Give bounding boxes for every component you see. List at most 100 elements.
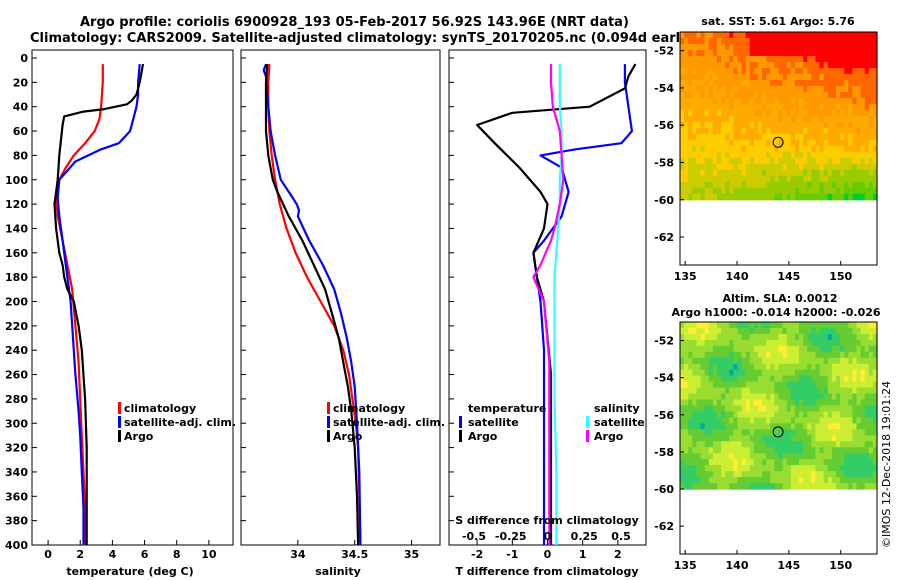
heatmap-cell <box>766 339 771 347</box>
heatmap-cell <box>680 32 685 39</box>
heatmap-cell <box>680 79 685 87</box>
heatmap-cell <box>762 441 767 448</box>
heatmap-cell <box>823 393 829 401</box>
heatmap-cell <box>840 163 845 171</box>
map-x-tick-label: 140 <box>726 270 749 283</box>
heatmap-cell <box>762 73 767 81</box>
heatmap-cell <box>745 471 751 478</box>
heatmap-cell <box>827 139 833 147</box>
heatmap-cell <box>827 91 833 99</box>
heatmap-cell <box>807 357 812 365</box>
heatmap-cell <box>762 151 767 159</box>
heatmap-cell <box>696 163 702 171</box>
heatmap-cell <box>868 333 874 341</box>
heatmap-cell <box>729 322 734 329</box>
heatmap-cell <box>807 67 812 75</box>
heatmap-cell <box>807 43 812 51</box>
heatmap-cell <box>844 79 849 87</box>
heatmap-cell <box>745 187 751 195</box>
heatmap-cell <box>688 115 693 123</box>
heatmap-cell <box>831 187 837 195</box>
heatmap-cell <box>864 169 870 177</box>
heatmap-cell <box>831 423 837 430</box>
heatmap-cell <box>782 405 788 413</box>
heatmap-cell <box>872 79 878 87</box>
heatmap-cell <box>856 399 862 407</box>
heatmap-cell <box>696 327 702 335</box>
heatmap-cell <box>774 375 780 383</box>
heatmap-cell <box>774 145 780 153</box>
heatmap-cell <box>786 351 792 359</box>
heatmap-cell <box>696 477 702 484</box>
heatmap-cell <box>835 145 841 153</box>
heatmap-cell <box>872 97 878 105</box>
heatmap-cell <box>860 447 866 454</box>
heatmap-cell <box>782 441 788 448</box>
heatmap-cell <box>762 471 767 478</box>
heatmap-cell <box>721 163 726 171</box>
heatmap-cell <box>725 193 730 201</box>
heatmap-cell <box>823 91 829 99</box>
heatmap-cell <box>856 441 862 448</box>
heatmap-cell <box>725 145 730 153</box>
heatmap-cell <box>774 435 780 442</box>
heatmap-cell <box>741 429 747 436</box>
heatmap-cell <box>692 67 698 75</box>
heatmap-cell <box>762 193 767 201</box>
heatmap-cell <box>692 381 698 389</box>
heatmap-cell <box>700 187 706 195</box>
heatmap-cell <box>708 459 714 466</box>
heatmap-cell <box>737 477 743 484</box>
heatmap-cell <box>794 169 800 177</box>
heatmap-cell <box>790 357 796 365</box>
heatmap-cell <box>708 441 714 448</box>
heatmap-cell <box>696 55 702 63</box>
heatmap-cell <box>729 121 734 129</box>
heatmap-cell <box>827 411 833 419</box>
heatmap-cell <box>729 423 734 430</box>
heatmap-cell <box>864 363 870 371</box>
heatmap-cell <box>872 351 878 359</box>
heatmap-cell <box>684 399 689 407</box>
heatmap-cell <box>708 61 714 69</box>
heatmap-cell <box>680 115 685 123</box>
heatmap-cell <box>864 435 870 442</box>
heatmap-cell <box>700 471 706 478</box>
heatmap-cell <box>745 43 751 51</box>
heatmap-cell <box>840 351 845 359</box>
heatmap-cell <box>725 97 730 105</box>
heatmap-cell <box>868 175 874 183</box>
heatmap-cell <box>840 121 845 129</box>
heatmap-cell <box>872 181 878 189</box>
heatmap-cell <box>868 447 874 454</box>
heatmap-cell <box>840 127 845 135</box>
heatmap-cell <box>721 97 726 105</box>
heatmap-cell <box>745 465 751 472</box>
heatmap-cell <box>749 67 755 75</box>
heatmap-cell <box>831 157 837 165</box>
heatmap-cell <box>790 351 796 359</box>
heatmap-cell <box>815 97 821 105</box>
heatmap-cell <box>729 79 734 87</box>
heatmap-cell <box>766 115 771 123</box>
heatmap-cell <box>872 477 878 484</box>
heatmap-cell <box>774 103 780 111</box>
heatmap-cell <box>778 351 784 359</box>
heatmap-cell <box>688 73 693 81</box>
heatmap-cell <box>712 483 718 490</box>
heatmap-cell <box>852 37 858 45</box>
heatmap-cell <box>700 375 706 383</box>
map-y-tick-label: -62 <box>654 520 674 533</box>
heatmap-cell <box>864 333 870 341</box>
heatmap-cell <box>848 163 853 171</box>
legend-title-salinity: salinity <box>594 402 640 415</box>
heatmap-cell <box>844 181 849 189</box>
heatmap-cell <box>852 139 858 147</box>
salinity-line-satellite-adj-clim- <box>262 63 362 546</box>
heatmap-cell <box>872 393 878 401</box>
heatmap-cell <box>868 67 874 75</box>
heatmap-cell <box>737 121 743 129</box>
heatmap-cell <box>704 127 710 135</box>
heatmap-cell <box>708 381 714 389</box>
heatmap-cell <box>848 417 853 425</box>
